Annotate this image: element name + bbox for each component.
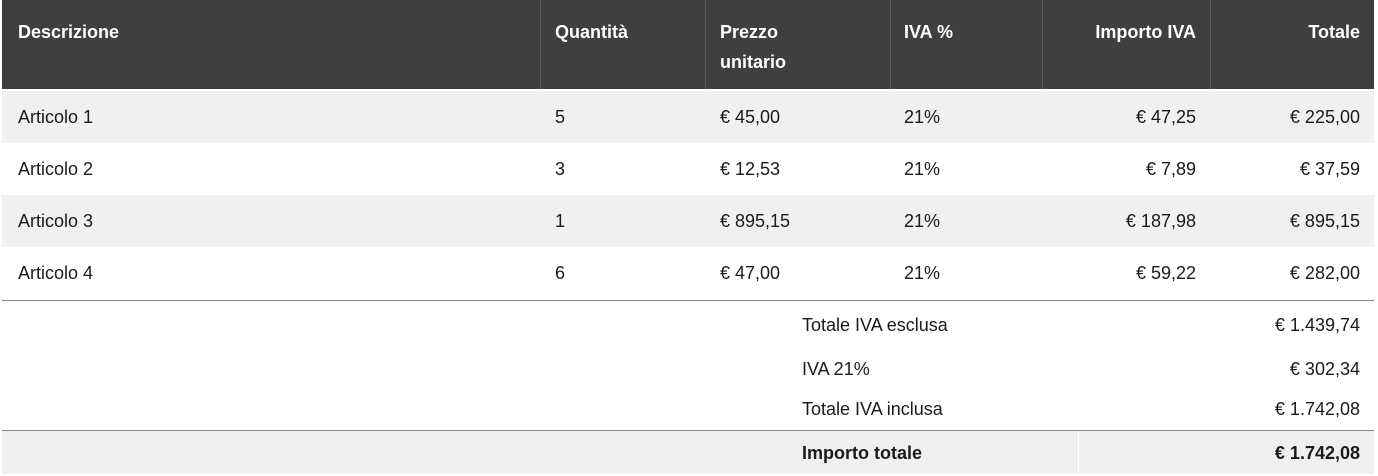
row-description: Articolo 1 (18, 107, 94, 127)
row-vat-pct: 21% (904, 211, 941, 231)
header-quantity: Quantità (555, 22, 629, 42)
subtotal-label: Totale IVA esclusa (802, 315, 948, 335)
row-description: Articolo 2 (18, 159, 94, 179)
table-row: Articolo 4 6 € 47,00 21% € 59,22 € 282,0… (2, 247, 1374, 299)
row-unit-price: € 12,53 (720, 159, 781, 179)
table-row: Articolo 3 1 € 895,15 21% € 187,98 € 895… (2, 195, 1374, 247)
summary-row-subtotal: Totale IVA esclusa € 1.439,74 (2, 306, 1374, 344)
header-vat-pct: IVA % (904, 22, 954, 42)
row-quantity: 1 (555, 211, 566, 231)
vat-label: IVA 21% (802, 359, 870, 379)
with-vat-label: Totale IVA inclusa (802, 399, 943, 419)
row-total: € 895,15 (1289, 211, 1360, 231)
header-divider (1210, 0, 1211, 89)
row-vat-amount: € 187,98 (1125, 211, 1196, 231)
with-vat-value: € 1.742,08 (1274, 399, 1360, 419)
header-unit-price: Prezzo unitario (720, 17, 786, 77)
row-vat-pct: 21% (904, 159, 941, 179)
table-row: Articolo 2 3 € 12,53 21% € 7,89 € 37,59 (2, 143, 1374, 195)
row-unit-price: € 47,00 (720, 263, 781, 283)
summary-row-with-vat: Totale IVA inclusa € 1.742,08 (2, 390, 1374, 428)
row-unit-price: € 45,00 (720, 107, 781, 127)
header-unit-price-line2: unitario (720, 52, 786, 72)
row-description: Articolo 3 (18, 211, 94, 231)
row-vat-pct: 21% (904, 107, 941, 127)
header-divider (1042, 0, 1043, 89)
vat-value: € 302,34 (1289, 359, 1360, 379)
grand-total-label: Importo totale (802, 443, 922, 463)
row-total: € 37,59 (1299, 159, 1360, 179)
row-total: € 282,00 (1289, 263, 1360, 283)
row-unit-price: € 895,15 (720, 211, 791, 231)
row-total: € 225,00 (1289, 107, 1360, 127)
grand-total-divider (1078, 431, 1079, 474)
table-divider (2, 300, 1374, 301)
row-vat-amount: € 59,22 (1135, 263, 1196, 283)
row-description: Articolo 4 (18, 263, 94, 283)
totals-divider (2, 430, 1374, 431)
grand-total-row: Importo totale € 1.742,08 (2, 431, 1374, 474)
summary-row-vat: IVA 21% € 302,34 (2, 350, 1374, 388)
row-vat-amount: € 7,89 (1145, 159, 1196, 179)
row-quantity: 3 (555, 159, 566, 179)
header-total: Totale (1308, 22, 1360, 42)
subtotal-value: € 1.439,74 (1274, 315, 1360, 335)
header-unit-price-line1: Prezzo (720, 22, 779, 42)
header-divider (540, 0, 541, 89)
table-header: Descrizione Quantità Prezzo unitario IVA… (2, 0, 1374, 89)
row-quantity: 6 (555, 263, 566, 283)
header-vat-amount: Importo IVA (1095, 22, 1196, 42)
row-vat-amount: € 47,25 (1135, 107, 1196, 127)
table-row: Articolo 1 5 € 45,00 21% € 47,25 € 225,0… (2, 91, 1374, 143)
row-quantity: 5 (555, 107, 566, 127)
header-divider (890, 0, 891, 89)
grand-total-value: € 1.742,08 (1274, 443, 1360, 463)
header-description: Descrizione (18, 22, 120, 42)
header-divider (705, 0, 706, 89)
row-vat-pct: 21% (904, 263, 941, 283)
